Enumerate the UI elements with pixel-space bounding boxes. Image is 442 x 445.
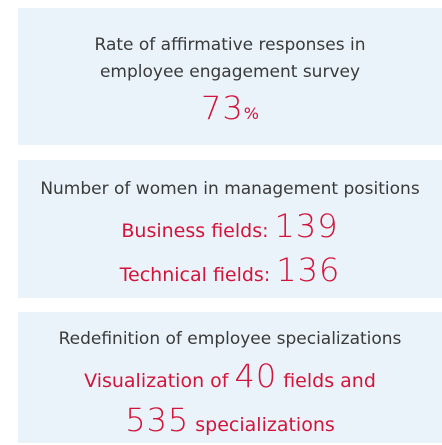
line-text: fields and [283,370,376,392]
line-text: specializations [195,414,335,436]
women-panel: Number of women in management positions … [18,160,442,298]
panel-title: Rate of affirmative responses in [94,35,366,55]
figure-line: 535 specializations [18,401,442,445]
line-value: 139 [274,207,339,245]
figure-value: 73 [201,89,244,127]
panel-title: Number of women in management positions [40,179,420,199]
line-value: 535 [125,401,190,439]
specialization-panel: Redefinition of employee specializations… [18,312,442,443]
figure-line: Business fields: 139 [18,207,442,251]
line-text: Visualization of [84,370,229,392]
line-value: 136 [276,251,341,289]
panel-title: Redefinition of employee specializations [58,329,402,349]
line-label: Business fields: [121,220,269,242]
figure-line: Technical fields: 136 [18,251,442,295]
line-label: Technical fields: [119,264,271,286]
line-value: 40 [234,357,278,395]
figure-unit: % [243,104,259,123]
figure: 73% [18,88,442,134]
figure-line: Visualization of 40 fields and [18,357,442,401]
panel-title: employee engagement survey [99,62,361,82]
survey-panel: Rate of affirmative responses in employe… [18,8,442,145]
